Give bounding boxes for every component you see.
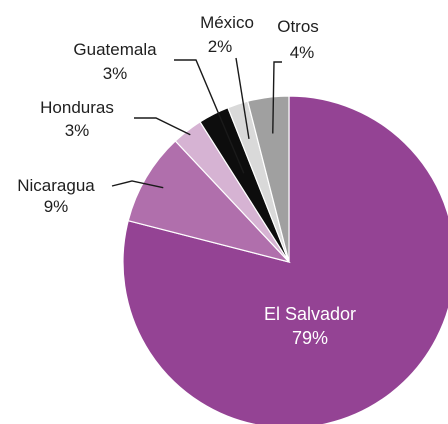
leader-line-m-xico xyxy=(235,57,250,139)
pie-labels: El Salvador 79% Nicaragua 9% Honduras 3% Guate… xyxy=(17,13,356,348)
slice-label-guatemala: Guatemala xyxy=(73,40,157,59)
pie-slices xyxy=(122,95,448,424)
leader-line-nicaragua xyxy=(111,180,164,189)
slice-value-otros: 4% xyxy=(290,43,315,62)
slice-value-nicaragua: 9% xyxy=(44,197,69,216)
slice-value-el-salvador: 79% xyxy=(292,328,328,348)
slice-value-honduras: 3% xyxy=(65,121,90,140)
slice-label-otros: Otros xyxy=(277,17,319,36)
leader-line-otros xyxy=(272,61,282,134)
pie-slice-nicaragua xyxy=(127,140,291,264)
slice-label-nicaragua: Nicaragua xyxy=(17,176,95,195)
leader-line-honduras xyxy=(134,117,191,136)
slice-value-m-xico: 2% xyxy=(208,37,233,56)
leader-line-guatemala xyxy=(174,59,245,174)
slice-label-honduras: Honduras xyxy=(40,98,114,117)
slice-label-el-salvador: El Salvador xyxy=(264,304,356,324)
slice-label-m-xico: México xyxy=(200,13,254,32)
pie-slice-el-salvador xyxy=(122,95,448,424)
pie-slice-otros xyxy=(246,95,290,263)
slice-value-guatemala: 3% xyxy=(103,64,128,83)
